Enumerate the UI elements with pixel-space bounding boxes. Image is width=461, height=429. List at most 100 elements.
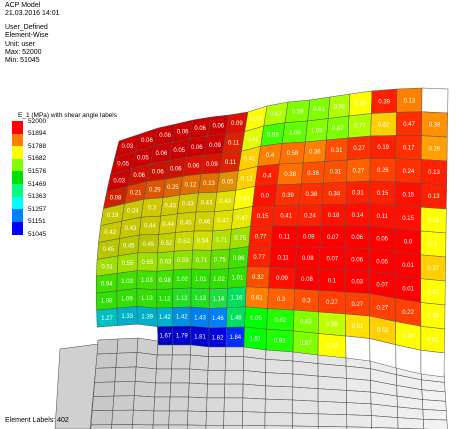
element-label: 0.13 — [428, 218, 440, 224]
element-label: 0.15 — [257, 214, 269, 220]
legend-label: 51682 — [28, 155, 47, 163]
element-label: 1.42 — [176, 315, 188, 321]
legend-swatch — [12, 121, 23, 134]
element-label: 0.77 — [255, 234, 267, 240]
element-label: 1.05 — [250, 316, 262, 322]
element-label: 0.06 — [141, 138, 153, 144]
element-label: 0.52 — [178, 239, 190, 245]
undeformed-element — [93, 381, 116, 397]
undeformed-element — [153, 396, 171, 412]
element-label: 0.98 — [159, 278, 171, 284]
element-label: 0.17 — [403, 145, 415, 151]
element-label: 0.49 — [355, 102, 367, 108]
element-label: 0.11 — [279, 234, 291, 240]
undeformed-element — [224, 370, 244, 385]
legend-title: E_1 (MPa) with shear angle labels — [18, 112, 117, 119]
undeformed-element — [54, 343, 99, 429]
undeformed-element — [205, 411, 225, 426]
element-label: 1.03 — [141, 278, 153, 284]
timestamp: 21.03.2016 14:01 — [5, 10, 60, 18]
element-label: 0.87 — [332, 126, 344, 132]
element-label: 0.37 — [427, 266, 439, 272]
element-label: 0.58 — [287, 151, 299, 157]
element-label: 0.47 — [403, 122, 415, 128]
undeformed-element — [346, 426, 372, 429]
element-label: 0.32 — [252, 275, 264, 281]
min-value: Min: 51045 — [5, 57, 40, 65]
element-label: 0.55 — [122, 261, 134, 267]
undeformed-element — [242, 397, 266, 413]
undeformed-element — [317, 388, 347, 403]
undeformed-element — [345, 365, 371, 381]
element-label: 0.75 — [234, 236, 246, 242]
element-label: 0.06 — [133, 173, 145, 179]
undeformed-element — [132, 409, 155, 426]
undeformed-element — [187, 410, 207, 426]
element-label: 1.81 — [194, 334, 206, 340]
undeformed-element — [90, 424, 113, 429]
undeformed-element — [264, 398, 293, 414]
element-label: 0.45 — [180, 220, 192, 226]
element-label: 0.77 — [354, 124, 366, 130]
legend-label: 51151 — [28, 218, 46, 226]
undeformed-element — [292, 373, 319, 389]
undeformed-element — [155, 368, 172, 384]
element-label: 0.0 — [261, 194, 270, 200]
undeformed-element — [96, 338, 119, 355]
element-label: 0.45 — [143, 242, 155, 248]
element-label: 0.47 — [236, 216, 248, 222]
legend-swatch — [12, 196, 23, 210]
element-label: 0.36 — [309, 150, 321, 156]
element-label: 0.36 — [307, 171, 319, 177]
element-label: 0.31 — [331, 148, 343, 154]
undeformed-element — [95, 353, 118, 369]
legend-swatch — [12, 158, 23, 172]
undeformed-element — [152, 410, 170, 426]
element-label: 1.02 — [176, 277, 188, 283]
legend-swatch — [12, 209, 23, 223]
element-label: 0.4 — [263, 173, 272, 179]
element-label: 1.14 — [212, 296, 224, 302]
element-label: 0.06 — [177, 129, 189, 135]
undeformed-element — [154, 382, 172, 398]
element-label: 0.44 — [238, 196, 250, 202]
element-label: 1.09 — [289, 130, 301, 136]
element-label: 1.33 — [121, 314, 133, 320]
element-label: 0.21 — [130, 191, 142, 197]
element-label: 0.45 — [123, 244, 135, 250]
element-label: 0.07 — [376, 282, 388, 288]
element-label: 1.39 — [141, 314, 153, 320]
undeformed-element — [242, 411, 266, 426]
undeformed-element — [317, 401, 347, 415]
element-label: 0.08 — [303, 235, 315, 241]
element-label: 1.03 — [311, 128, 323, 134]
element-label: 0.62 — [378, 122, 390, 128]
undeformed-element — [264, 425, 293, 429]
element-label: 0.58 — [333, 104, 345, 110]
legend-label: 51576 — [28, 167, 47, 175]
undeformed-element — [346, 378, 372, 393]
element-label: 1.09 — [121, 296, 133, 302]
undeformed-element — [292, 386, 319, 402]
element-label: 0.15 — [402, 216, 414, 222]
undeformed-element — [206, 397, 225, 412]
element-label: 0.05 — [222, 180, 234, 186]
legend-swatch — [12, 133, 23, 147]
element-label: 1.79 — [176, 334, 188, 340]
element-label: 0.98 — [267, 133, 279, 139]
element-label: 1.27 — [101, 316, 113, 322]
element-label: 0.11 — [228, 141, 240, 147]
element-label: 0.11 — [225, 160, 237, 166]
element-label: 0.06 — [351, 257, 363, 263]
element-label: 0.58 — [326, 322, 338, 328]
undeformed-element — [207, 356, 226, 371]
element-label: 0.06 — [152, 169, 164, 175]
undeformed-element — [206, 383, 226, 399]
element-label: 1.02 — [213, 277, 225, 283]
element-label: 0.26 — [377, 168, 389, 174]
element-label: 0.03 — [122, 144, 134, 150]
element-label: 0.61 — [251, 296, 263, 302]
element-label: 0.27 — [353, 168, 365, 174]
